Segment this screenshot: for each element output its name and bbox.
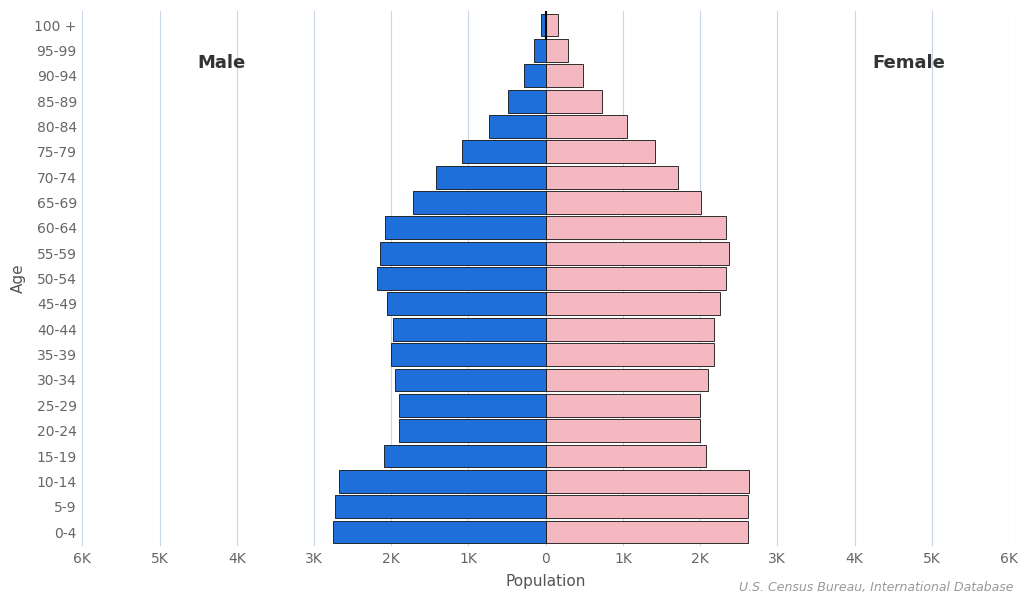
Bar [545,64,583,87]
Bar [378,267,545,290]
Text: U.S. Census Bureau, International Database: U.S. Census Bureau, International Databa… [739,581,1014,594]
Bar [545,14,559,37]
Bar [545,191,701,214]
Bar [545,445,706,467]
Bar [380,242,545,265]
Bar [489,115,545,138]
Bar [545,394,700,417]
Bar [391,343,545,366]
Bar [540,14,545,37]
Bar [393,318,545,341]
Bar [545,495,748,518]
Bar [545,217,725,239]
Bar [524,64,545,87]
Bar [395,368,545,391]
Bar [545,242,730,265]
Bar [545,267,725,290]
Text: Female: Female [873,54,945,72]
Bar [545,368,708,391]
Bar [333,521,545,544]
Bar [384,445,545,467]
Bar [339,470,545,493]
Bar [545,470,749,493]
Bar [508,89,545,113]
Bar [545,166,678,188]
Text: Male: Male [198,54,246,72]
Bar [545,343,714,366]
Bar [413,191,545,214]
Bar [545,115,627,138]
Bar [436,166,545,188]
Bar [462,140,545,163]
Bar [545,140,655,163]
X-axis label: Population: Population [505,574,586,589]
Y-axis label: Age: Age [11,264,26,293]
Bar [399,394,545,417]
Bar [545,292,720,316]
Bar [545,89,602,113]
Bar [334,495,545,518]
Bar [545,419,700,442]
Bar [534,39,545,62]
Bar [387,292,545,316]
Bar [399,419,545,442]
Bar [385,217,545,239]
Bar [545,39,568,62]
Bar [545,318,714,341]
Bar [545,521,748,544]
